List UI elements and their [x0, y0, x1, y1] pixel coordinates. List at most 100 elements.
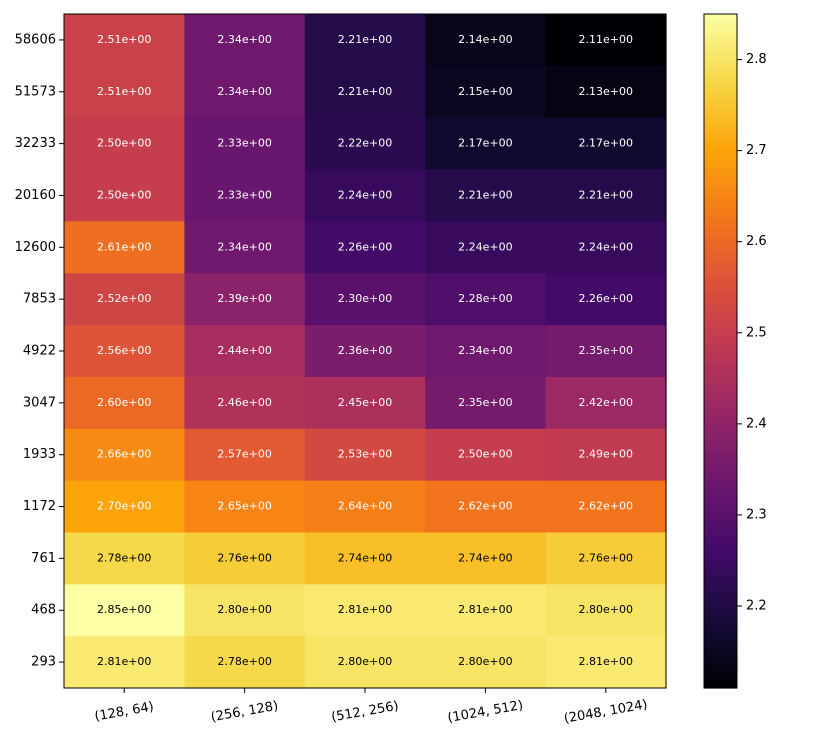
colorbar-segment — [704, 398, 737, 403]
cell-annotation: 2.81e+00 — [579, 655, 633, 668]
colorbar-tick-label: 2.6 — [746, 234, 767, 249]
heatmap-cell — [64, 169, 185, 222]
colorbar-segment — [704, 233, 737, 238]
cell-annotation: 2.65e+00 — [217, 500, 271, 513]
heatmap-cell — [64, 532, 185, 585]
colorbar-segment — [704, 263, 737, 268]
cell-annotation: 2.80e+00 — [458, 655, 512, 668]
cell-annotation: 2.15e+00 — [458, 85, 512, 98]
colorbar-segment — [704, 179, 737, 184]
colorbar-segment — [704, 452, 737, 457]
cell-annotation: 2.17e+00 — [458, 137, 512, 150]
cell-annotation: 2.24e+00 — [579, 240, 633, 253]
cell-annotation: 2.24e+00 — [458, 240, 512, 253]
colorbar-segment — [704, 81, 737, 86]
heatmap-cell — [425, 636, 547, 689]
colorbar-segment — [704, 182, 737, 187]
colorbar-segment — [704, 543, 737, 548]
y-tick-label: 1172 — [23, 499, 56, 514]
heatmap-cell — [545, 376, 667, 430]
cell-annotation: 2.42e+00 — [579, 396, 633, 409]
colorbar-segment — [704, 677, 737, 682]
colorbar-segment — [704, 367, 737, 372]
heatmap-cell — [545, 117, 667, 171]
heatmap-cell — [304, 117, 426, 171]
colorbar-segment — [704, 344, 737, 349]
heatmap-cell — [304, 584, 426, 637]
colorbar-segment — [704, 111, 737, 116]
colorbar-segment — [704, 195, 737, 200]
colorbar-segment — [704, 313, 737, 318]
colorbar-segment — [704, 509, 737, 514]
colorbar-segment — [704, 202, 737, 207]
colorbar-segment — [704, 482, 737, 487]
colorbar-tick-label: 2.8 — [746, 52, 767, 67]
y-tick-label: 761 — [31, 551, 56, 566]
colorbar-segment — [704, 532, 737, 537]
cell-annotation: 2.51e+00 — [97, 33, 151, 46]
cell-annotation: 2.21e+00 — [579, 188, 633, 201]
colorbar-segment — [704, 536, 737, 541]
colorbar-segment — [704, 47, 737, 52]
colorbar-segment — [704, 297, 737, 302]
heatmap-cell — [64, 636, 185, 689]
colorbar-segment — [704, 512, 737, 517]
heatmap-cell — [64, 480, 185, 534]
colorbar-segment — [704, 330, 737, 335]
cell-annotation: 2.22e+00 — [338, 137, 392, 150]
colorbar-segment — [704, 475, 737, 480]
colorbar-segment — [704, 337, 737, 342]
heatmap-cell — [304, 428, 426, 482]
colorbar-segment — [704, 115, 737, 120]
colorbar-segment — [704, 438, 737, 443]
cell-annotation: 2.33e+00 — [217, 137, 271, 150]
colorbar-segment — [704, 98, 737, 103]
cell-annotation: 2.50e+00 — [97, 188, 151, 201]
heatmap-cell — [184, 480, 306, 534]
colorbar-segment — [704, 54, 737, 59]
colorbar-segment — [704, 593, 737, 598]
colorbar-segment — [704, 661, 737, 666]
colorbar-segment — [704, 394, 737, 399]
colorbar-segment — [704, 462, 737, 467]
colorbar-segment — [704, 603, 737, 608]
colorbar-segment — [704, 94, 737, 99]
cell-annotation: 2.81e+00 — [458, 603, 512, 616]
cell-annotation: 2.21e+00 — [338, 85, 392, 98]
colorbar-segment — [704, 516, 737, 521]
colorbar-segment — [704, 266, 737, 271]
colorbar-segment — [704, 570, 737, 575]
heatmap-cell — [64, 376, 185, 430]
cell-annotation: 2.45e+00 — [338, 396, 392, 409]
heatmap-cell — [304, 532, 426, 585]
cell-annotation: 2.33e+00 — [217, 188, 271, 201]
colorbar-segment — [704, 192, 737, 197]
heatmap-cell — [545, 14, 667, 67]
y-axis: 58606 51573 32233 20160 12600 7853 4922 3047 193… — [15, 32, 64, 670]
colorbar-segment — [704, 260, 737, 264]
heatmap-cell — [184, 273, 306, 326]
cell-annotation: 2.17e+00 — [579, 137, 633, 150]
colorbar-segment — [704, 327, 737, 332]
colorbar-segment — [704, 324, 737, 329]
heatmap-cell — [545, 480, 667, 534]
colorbar-segment — [704, 212, 737, 217]
cell-annotation: 2.44e+00 — [217, 344, 271, 357]
colorbar-segment — [704, 125, 737, 130]
heatmap-cell — [184, 376, 306, 430]
colorbar-frame — [703, 13, 738, 689]
colorbar-segment — [704, 280, 737, 285]
colorbar-segment — [704, 71, 737, 76]
y-tick-label: 7853 — [23, 292, 56, 307]
heatmap-cell — [304, 14, 426, 67]
colorbar-segment — [704, 357, 737, 362]
colorbar-segment — [704, 104, 737, 109]
y-tick-label: 1933 — [23, 447, 56, 462]
colorbar-segment — [704, 411, 737, 416]
colorbar-segment — [704, 674, 737, 679]
heatmap-cell — [425, 14, 547, 67]
colorbar-segment — [704, 354, 737, 359]
colorbar-segment — [704, 310, 737, 315]
colorbar-segment — [704, 249, 737, 254]
cell-annotation: 2.61e+00 — [97, 240, 151, 253]
